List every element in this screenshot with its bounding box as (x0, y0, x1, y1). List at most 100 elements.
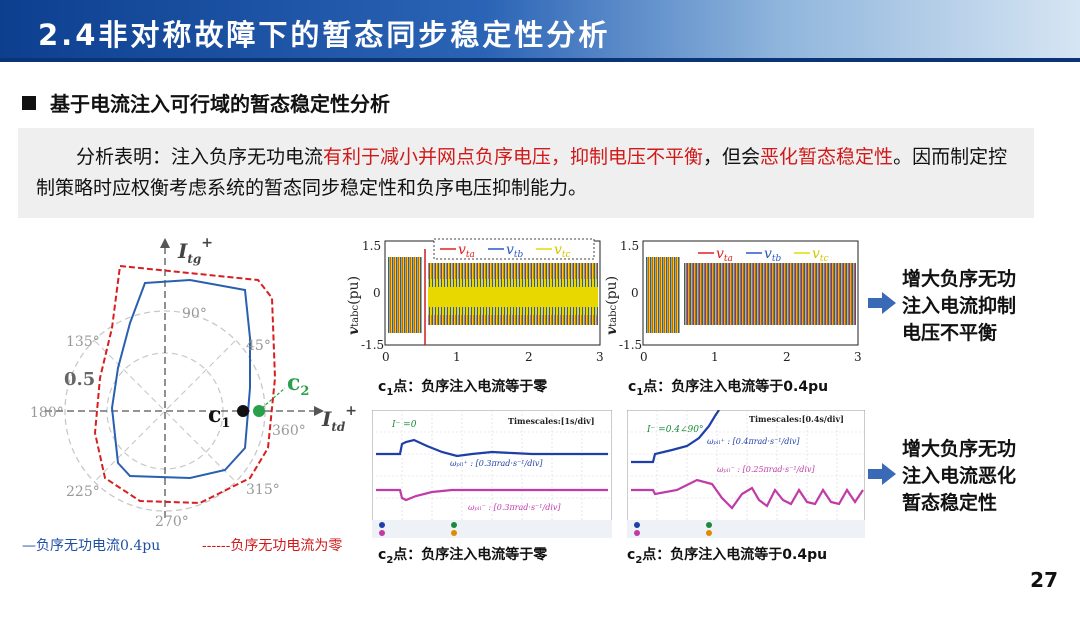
y-axis-arrow-icon (160, 238, 170, 248)
y-tick-bot: -1.5 (361, 338, 384, 352)
analysis-note-box: 分析表明：注入负序无功电流有利于减小并网点负序电压，抑制电压不平衡，但会恶化暂态… (18, 128, 1034, 218)
bullet-square-icon (22, 96, 36, 110)
scope-trace1-label: ωₚₗₗ⁺ : [0.3πrad·s⁻¹/div] (450, 459, 543, 468)
angle-90-label: 90° (182, 306, 207, 322)
legend-b-label: vtb (506, 242, 524, 260)
y-tick-mid: 0 (373, 286, 381, 300)
angle-135-label: 135° (66, 334, 100, 350)
point-c1-marker (237, 405, 249, 417)
note-highlight-2: 恶化暂态稳定性 (760, 146, 894, 168)
channel-2-indicator (634, 530, 640, 536)
subheading-text: 基于电流注入可行域的暂态稳定性分析 (50, 92, 390, 116)
channel-3-indicator (451, 522, 457, 528)
waveform-ylabel-right: vtabc(pu) (604, 276, 620, 335)
y-tick-bot: -1.5 (619, 338, 642, 352)
svg-text:vtabc(pu): vtabc(pu) (346, 276, 362, 335)
x-tick-2: 2 (783, 350, 791, 364)
scope-trace-positive (631, 410, 720, 464)
note-segment-2: ，但会 (703, 146, 761, 168)
legend-box (433, 238, 595, 260)
legend-c-label: vtc (812, 246, 829, 264)
legend-a-label: vta (458, 242, 475, 260)
y-axis-label: Itg+ (177, 235, 213, 266)
conclusion-top-line-3: 电压不平衡 (902, 322, 998, 344)
scope-frame (627, 410, 865, 538)
angle-270-label: 270° (155, 514, 189, 530)
x-tick-0: 0 (382, 350, 390, 364)
reactive-current-region (110, 278, 251, 480)
channel-2-indicator (379, 530, 385, 536)
legend-b-label: vtb (764, 246, 782, 264)
scope-status-bar (372, 520, 612, 538)
feasibility-region-diagram: Itg+ Itd+ 90° 45° 135° 180° 360° 225° 27… (30, 235, 357, 530)
x-axis-arrow-icon (314, 406, 324, 416)
y-tick-mid: 0 (631, 286, 639, 300)
waveform-plot-c1-zero: vta vtb vtc 1.5 0 -1.5 0 1 2 3 (361, 238, 604, 364)
caption-c1-0p4: c1点：负序注入电流等于0.4pu (628, 379, 829, 398)
legend-box (692, 243, 852, 263)
section-subheading: 基于电流注入可行域的暂态稳定性分析 (22, 88, 390, 117)
scope-iref-label: I⁻ =0.4∠90° (646, 425, 704, 435)
x-tick-0: 0 (640, 350, 648, 364)
scope-status-bar (627, 520, 865, 538)
fault-waveform (684, 263, 856, 325)
scope-trace-positive (376, 438, 608, 458)
conclusion-top-line-1: 增大负序无功 (902, 268, 1017, 290)
x-tick-3: 3 (596, 350, 604, 364)
page-title: 2.4非对称故障下的暂态同步稳定性分析 (38, 18, 611, 52)
scope-trace-negative (631, 478, 864, 510)
conclusion-bottom-line-2: 注入电流恶化 (902, 465, 1017, 487)
channel-4-indicator (451, 530, 457, 536)
scope-trace2-label: ωₚₗₗ⁻ : [0.25πrad·s⁻¹/div] (717, 465, 815, 474)
x-tick-1: 1 (711, 350, 719, 364)
x-tick-1: 1 (453, 350, 461, 364)
note-highlight-1: 有利于减小并网点负序电压，抑制电压不平衡 (323, 146, 704, 168)
c2-pointer-line (261, 387, 286, 409)
channel-1-indicator (634, 522, 640, 528)
legend-c-label: vtc (554, 242, 571, 260)
angle-315-label: 315° (246, 482, 280, 498)
title-banner: 2.4非对称故障下的暂态同步稳定性分析 (0, 0, 1080, 62)
caption-c2-0p4: c2点：负序注入电流等于0.4pu (627, 547, 828, 566)
prefault-waveform (646, 257, 680, 333)
arrow-right-icon (868, 463, 896, 485)
point-c2-label: c2 (287, 370, 309, 399)
conclusion-bottom-line-1: 增大负序无功 (902, 438, 1017, 460)
conclusion-top: 增大负序无功 注入电流抑制 电压不平衡 (902, 266, 1016, 347)
waveform-ylabel-left: vtabc(pu) (346, 276, 362, 335)
point-c1-label: c1 (208, 402, 230, 431)
channel-3-indicator (706, 522, 712, 528)
x-tick-3: 3 (854, 350, 862, 364)
angle-45-label: 45° (246, 338, 271, 354)
conclusion-bottom-line-3: 暂态稳定性 (902, 492, 998, 514)
caption-c1-zero: c1点：负序注入电流等于零 (378, 379, 548, 398)
arrow-right-icon (868, 292, 896, 314)
scope-trace2-label: ωₚₗₗ⁻ : [0.3πrad·s⁻¹/div] (468, 503, 561, 512)
angle-360-label: 360° (272, 423, 306, 439)
channel-4-indicator (706, 530, 712, 536)
legend-a-label: vta (716, 246, 733, 264)
scope-plot-c2-zero: I⁻ =0 Timescales:[1s/div] ωₚₗₗ⁺ : [0.3πr… (372, 410, 612, 538)
scope-iref-label: I⁻ =0 (391, 420, 417, 430)
x-axis-label: Itd+ (321, 403, 357, 434)
fault-waveform (428, 263, 598, 325)
y-tick-top: 1.5 (362, 239, 381, 253)
analysis-note-text: 分析表明：注入负序无功电流有利于减小并网点负序电压，抑制电压不平衡，但会恶化暂态… (36, 142, 1026, 204)
svg-text:vtabc(pu): vtabc(pu) (604, 276, 620, 335)
note-segment-3: 。因而制定控制策略时应权衡考虑系统的暂态同步稳定性和负序电压抑制能力。 (36, 146, 1008, 199)
scope-timescale-label: Timescales:[1s/div] (508, 416, 595, 426)
radius-label: 0.5 (64, 369, 95, 390)
banner-divider (0, 58, 1080, 62)
waveform-plot-c1-0p4: vta vtb vtc 1.5 0 -1.5 0 1 2 3 (619, 239, 862, 364)
prefault-waveform (388, 257, 422, 333)
scope-plot-c2-0p4: I⁻ =0.4∠90° Timescales:[0.4s/div] ωₚₗₗ⁺ … (627, 410, 865, 538)
y-tick-top: 1.5 (620, 239, 639, 253)
scope-timescale-label: Timescales:[0.4s/div] (749, 414, 844, 424)
caption-c2-zero: c2点：负序注入电流等于零 (378, 547, 548, 566)
angle-225-label: 225° (66, 484, 100, 500)
conclusion-bottom: 增大负序无功 注入电流恶化 暂态稳定性 (902, 436, 1016, 517)
channel-1-indicator (379, 522, 385, 528)
zero-current-region (93, 264, 277, 505)
conclusion-top-line-2: 注入电流抑制 (902, 295, 1017, 317)
scope-trace-negative (376, 488, 608, 502)
